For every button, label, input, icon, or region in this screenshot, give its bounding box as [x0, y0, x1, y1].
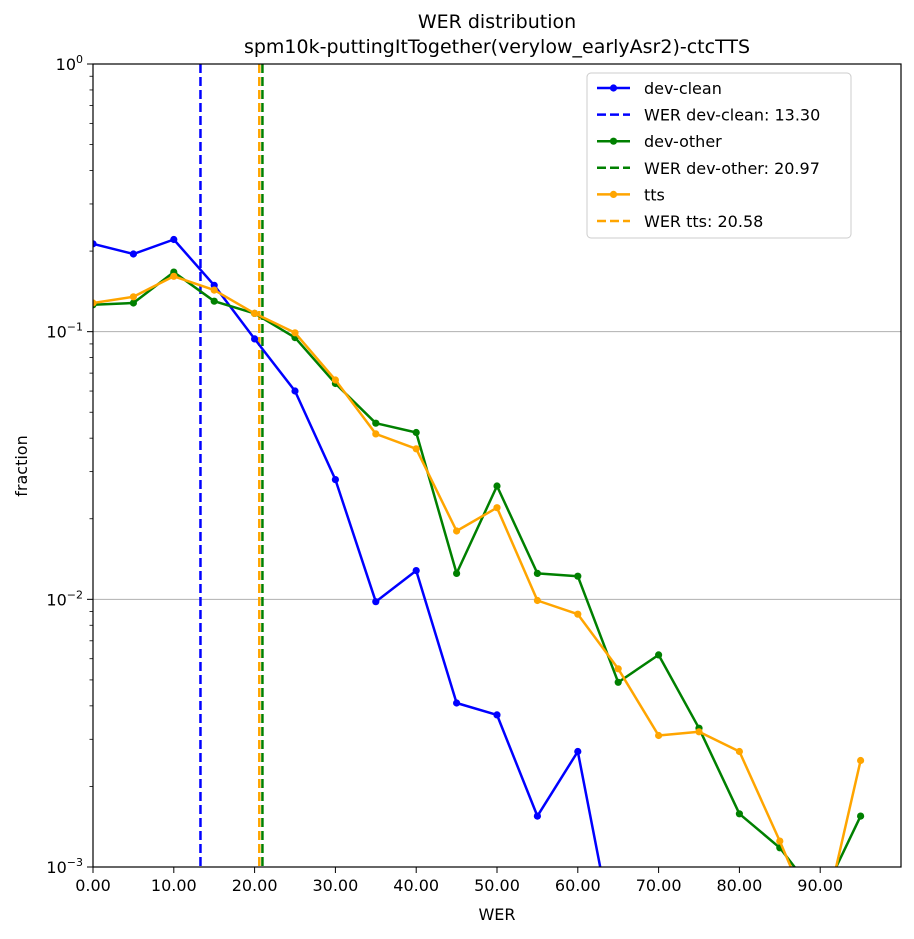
data-point	[574, 610, 582, 618]
x-tick-label: 80.00	[716, 876, 762, 895]
legend-label: dev-other	[644, 132, 722, 151]
data-point	[170, 235, 178, 244]
data-point	[93, 240, 97, 248]
legend-label: tts	[644, 185, 665, 204]
x-tick-label: 70.00	[636, 876, 682, 895]
data-point	[129, 299, 137, 307]
data-point	[129, 250, 137, 258]
legend-label: WER tts: 20.58	[644, 212, 763, 231]
data-point	[735, 747, 744, 756]
data-point	[331, 376, 339, 384]
x-tick-label: 40.00	[393, 876, 439, 895]
legend-item: dev-other	[597, 132, 722, 151]
chart-title: WER distribution	[418, 11, 576, 33]
data-point	[412, 445, 420, 453]
legend-item: WER dev-other: 20.97	[597, 159, 820, 178]
legend-item: WER tts: 20.58	[597, 212, 763, 231]
legend-label: dev-clean	[644, 79, 722, 98]
data-point	[493, 711, 501, 719]
data-point	[170, 272, 178, 280]
grid-layer	[93, 331, 901, 600]
data-point	[412, 428, 420, 437]
data-point	[93, 299, 97, 307]
data-point	[655, 731, 663, 740]
x-tick-label: 10.00	[151, 876, 197, 895]
data-point	[291, 387, 299, 395]
x-axis-ticks: 0.00 10.00 20.00 30.00 40.00 50.00 60.00 70.00 8…	[75, 867, 843, 895]
data-point	[372, 430, 380, 438]
data-point	[735, 810, 744, 818]
data-point	[574, 572, 582, 580]
series-line	[93, 238, 602, 867]
data-point	[291, 329, 299, 337]
y-tick-label: 10−2	[46, 588, 83, 609]
data-point	[210, 286, 218, 294]
legend-item: WER dev-clean: 13.30	[597, 106, 820, 125]
legend: dev-clean WER dev-clean: 13.30 dev-other WE…	[586, 72, 852, 239]
x-tick-label: 60.00	[555, 876, 601, 895]
legend-item: dev-clean	[597, 79, 722, 98]
data-point	[453, 527, 461, 535]
series-dev-clean	[93, 235, 602, 867]
data-point	[614, 665, 622, 673]
x-axis-label: WER	[478, 905, 515, 924]
legend-marker	[609, 84, 618, 92]
legend-marker	[609, 190, 618, 198]
data-point	[372, 419, 380, 427]
data-point	[251, 335, 259, 343]
data-point	[210, 297, 218, 305]
data-point	[493, 482, 501, 490]
data-point	[776, 837, 784, 845]
data-point	[857, 812, 865, 820]
legend-label: WER dev-other: 20.97	[644, 159, 820, 178]
data-point	[614, 678, 622, 686]
data-point	[493, 504, 501, 512]
series-tts	[93, 272, 865, 867]
data-point	[574, 747, 582, 756]
data-point	[533, 596, 542, 605]
y-tick-label: 10−1	[46, 321, 83, 342]
x-tick-label: 30.00	[312, 876, 358, 895]
x-tick-label: 20.00	[232, 876, 278, 895]
legend-item: tts	[597, 185, 665, 204]
x-tick-label: 50.00	[474, 876, 520, 895]
data-point	[372, 598, 380, 606]
series-layer	[93, 235, 865, 867]
y-axis-label: fraction	[12, 435, 31, 496]
data-point	[251, 309, 259, 317]
mean-wer-lines	[199, 64, 264, 867]
data-point	[857, 756, 865, 765]
data-point	[533, 812, 542, 820]
data-point	[453, 569, 461, 578]
data-point	[331, 476, 339, 484]
data-point	[129, 293, 137, 301]
x-tick-label: 0.00	[75, 876, 111, 895]
series-line	[93, 275, 862, 867]
y-axis-ticks: 10−3 10−2 10−1 100	[46, 53, 93, 877]
legend-label: WER dev-clean: 13.30	[644, 106, 820, 125]
series-line	[93, 270, 862, 867]
data-point	[412, 567, 420, 575]
y-tick-label: 100	[56, 53, 83, 74]
data-point	[695, 728, 703, 736]
data-point	[533, 569, 542, 578]
x-tick-label: 90.00	[797, 876, 843, 895]
data-point	[655, 651, 663, 659]
legend-box	[586, 72, 852, 239]
legend-marker	[609, 137, 618, 145]
chart-subtitle: spm10k-puttingItTogether(verylow_earlyAs…	[244, 36, 750, 58]
y-tick-label: 10−3	[46, 856, 83, 877]
data-point	[453, 699, 461, 707]
